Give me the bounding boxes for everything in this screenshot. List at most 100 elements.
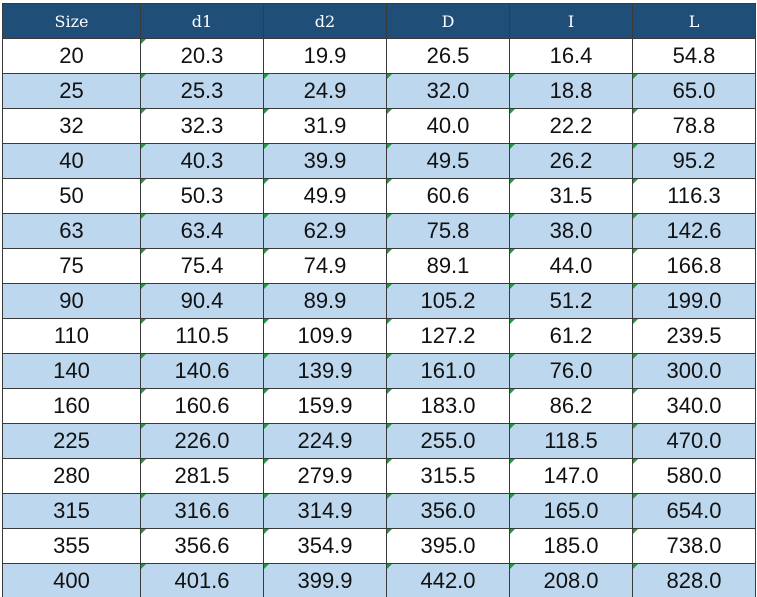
table-cell: 44.0 [509,248,633,284]
table-cell: 32 [2,108,141,144]
table-cell: 314.9 [263,493,387,529]
table-cell: 140 [2,353,141,389]
table-cell: 356.6 [140,528,264,564]
header-cell: d2 [263,3,387,39]
table-cell: 165.0 [509,493,633,529]
table-row: 25 25.3 24.9 32.0 18.8 65.0 [2,73,756,109]
table-cell: 300.0 [632,353,756,389]
table-cell: 75.8 [386,213,510,249]
table-row: 63 63.4 62.9 75.8 38.0 142.6 [2,213,756,249]
table-cell: 127.2 [386,318,510,354]
table-cell: 90.4 [140,283,264,319]
table-cell: 31.9 [263,108,387,144]
table-cell: 31.5 [509,178,633,214]
table-cell: 395.0 [386,528,510,564]
table-cell: 40 [2,143,141,179]
table-cell: 74.9 [263,248,387,284]
table-cell: 16.4 [509,38,633,74]
table-cell: 32.3 [140,108,264,144]
table-cell: 118.5 [509,423,633,459]
table-row: 160 160.6 159.9 183.0 86.2 340.0 [2,388,756,424]
table-row: 280 281.5 279.9 315.5 147.0 580.0 [2,458,756,494]
table-cell: 63.4 [140,213,264,249]
table-cell: 22.2 [509,108,633,144]
table-row: 20 20.3 19.9 26.5 16.4 54.8 [2,38,756,74]
table-cell: 315 [2,493,141,529]
table-cell: 75.4 [140,248,264,284]
table-cell: 208.0 [509,563,633,597]
table-cell: 49.5 [386,143,510,179]
table-cell: 110.5 [140,318,264,354]
table-cell: 90 [2,283,141,319]
table-cell: 62.9 [263,213,387,249]
table-row: 400 401.6 399.9 442.0 208.0 828.0 [2,563,756,597]
table-row: 140 140.6 139.9 161.0 76.0 300.0 [2,353,756,389]
table-cell: 160 [2,388,141,424]
table-cell: 54.8 [632,38,756,74]
table-cell: 654.0 [632,493,756,529]
table-cell: 399.9 [263,563,387,597]
table-row: 90 90.4 89.9 105.2 51.2 199.0 [2,283,756,319]
table-cell: 442.0 [386,563,510,597]
table-row: 50 50.3 49.9 60.6 31.5 116.3 [2,178,756,214]
table-cell: 40.3 [140,143,264,179]
table-cell: 32.0 [386,73,510,109]
table-cell: 199.0 [632,283,756,319]
table-cell: 50.3 [140,178,264,214]
table-cell: 20.3 [140,38,264,74]
table-cell: 49.9 [263,178,387,214]
table-cell: 25.3 [140,73,264,109]
header-cell: Size [2,3,141,39]
table-cell: 26.2 [509,143,633,179]
table-cell: 38.0 [509,213,633,249]
table-cell: 139.9 [263,353,387,389]
table-cell: 400 [2,563,141,597]
table-row: 40 40.3 39.9 49.5 26.2 95.2 [2,143,756,179]
data-table: Size d1 d2 D I L 20 20.3 19.9 26.5 16.4 54.8 25 25.3… [2,3,756,597]
table-cell: 75 [2,248,141,284]
table-cell: 255.0 [386,423,510,459]
table-cell: 224.9 [263,423,387,459]
table-cell: 26.5 [386,38,510,74]
table-cell: 580.0 [632,458,756,494]
table-cell: 226.0 [140,423,264,459]
header-cell: I [509,3,633,39]
table-cell: 116.3 [632,178,756,214]
table-cell: 160.6 [140,388,264,424]
table-cell: 142.6 [632,213,756,249]
table-row: 225 226.0 224.9 255.0 118.5 470.0 [2,423,756,459]
table-cell: 24.9 [263,73,387,109]
table-cell: 166.8 [632,248,756,284]
table-cell: 239.5 [632,318,756,354]
table-cell: 89.1 [386,248,510,284]
table-cell: 86.2 [509,388,633,424]
table-cell: 354.9 [263,528,387,564]
table-cell: 140.6 [140,353,264,389]
table-cell: 61.2 [509,318,633,354]
table-cell: 159.9 [263,388,387,424]
table-cell: 225 [2,423,141,459]
table-cell: 401.6 [140,563,264,597]
table-cell: 18.8 [509,73,633,109]
table-cell: 50 [2,178,141,214]
table-cell: 738.0 [632,528,756,564]
table-row: 75 75.4 74.9 89.1 44.0 166.8 [2,248,756,284]
table-cell: 281.5 [140,458,264,494]
table-cell: 110 [2,318,141,354]
table-cell: 147.0 [509,458,633,494]
table-row: 315 316.6 314.9 356.0 165.0 654.0 [2,493,756,529]
table-cell: 65.0 [632,73,756,109]
table-cell: 279.9 [263,458,387,494]
table-cell: 105.2 [386,283,510,319]
header-cell: d1 [140,3,264,39]
table-cell: 280 [2,458,141,494]
table-cell: 161.0 [386,353,510,389]
table-cell: 95.2 [632,143,756,179]
table-cell: 316.6 [140,493,264,529]
table-cell: 39.9 [263,143,387,179]
table-cell: 60.6 [386,178,510,214]
table-row: 110 110.5 109.9 127.2 61.2 239.5 [2,318,756,354]
table-cell: 185.0 [509,528,633,564]
header-cell: D [386,3,510,39]
